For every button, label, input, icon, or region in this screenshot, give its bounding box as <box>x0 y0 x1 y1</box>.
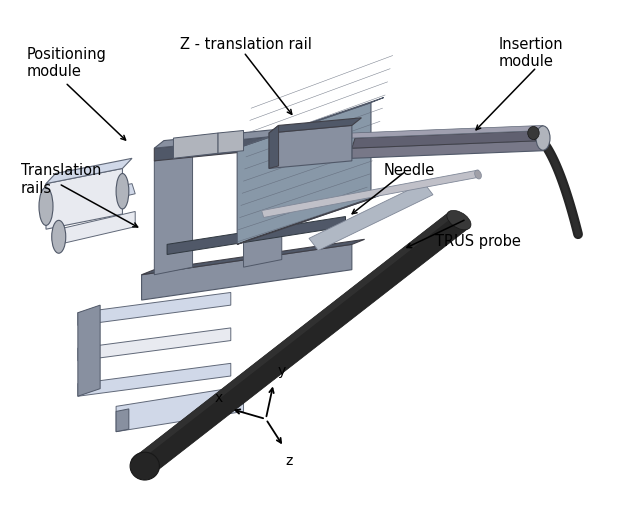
Polygon shape <box>352 125 543 138</box>
Polygon shape <box>154 135 282 161</box>
Polygon shape <box>154 153 193 275</box>
Ellipse shape <box>130 452 159 480</box>
Polygon shape <box>78 328 231 361</box>
Text: Needle: Needle <box>384 163 435 178</box>
Polygon shape <box>59 211 135 244</box>
Polygon shape <box>78 363 231 396</box>
Polygon shape <box>78 305 100 396</box>
Text: Positioning
module: Positioning module <box>27 47 107 79</box>
Ellipse shape <box>52 220 66 253</box>
Text: Translation
rails: Translation rails <box>20 163 101 196</box>
Ellipse shape <box>528 126 540 139</box>
Polygon shape <box>116 386 244 432</box>
Polygon shape <box>309 183 433 250</box>
Polygon shape <box>132 211 470 475</box>
Polygon shape <box>262 170 481 217</box>
Text: x: x <box>214 391 223 405</box>
Ellipse shape <box>475 170 481 179</box>
Polygon shape <box>116 409 129 432</box>
Polygon shape <box>141 239 365 275</box>
Polygon shape <box>46 158 132 184</box>
Polygon shape <box>154 128 291 148</box>
Polygon shape <box>244 148 282 267</box>
Polygon shape <box>218 130 244 153</box>
Text: Z - translation rail: Z - translation rail <box>180 37 312 52</box>
Ellipse shape <box>39 187 53 225</box>
Polygon shape <box>244 142 291 156</box>
Text: z: z <box>285 455 292 468</box>
Polygon shape <box>141 244 352 300</box>
Polygon shape <box>269 125 278 168</box>
Polygon shape <box>352 130 546 148</box>
Ellipse shape <box>447 210 471 230</box>
Polygon shape <box>269 125 352 168</box>
Polygon shape <box>154 146 202 161</box>
Text: TRUS probe: TRUS probe <box>435 234 520 249</box>
Polygon shape <box>173 133 218 158</box>
Polygon shape <box>132 211 455 463</box>
Polygon shape <box>78 293 231 325</box>
Polygon shape <box>237 194 384 244</box>
Text: Insertion
module: Insertion module <box>499 37 563 69</box>
Text: y: y <box>277 363 285 378</box>
Polygon shape <box>352 140 543 158</box>
Polygon shape <box>46 168 122 229</box>
Ellipse shape <box>116 174 129 209</box>
Polygon shape <box>237 98 384 148</box>
Polygon shape <box>237 103 371 244</box>
Ellipse shape <box>536 126 550 150</box>
Polygon shape <box>269 118 362 133</box>
Polygon shape <box>56 184 135 211</box>
Polygon shape <box>167 216 346 254</box>
